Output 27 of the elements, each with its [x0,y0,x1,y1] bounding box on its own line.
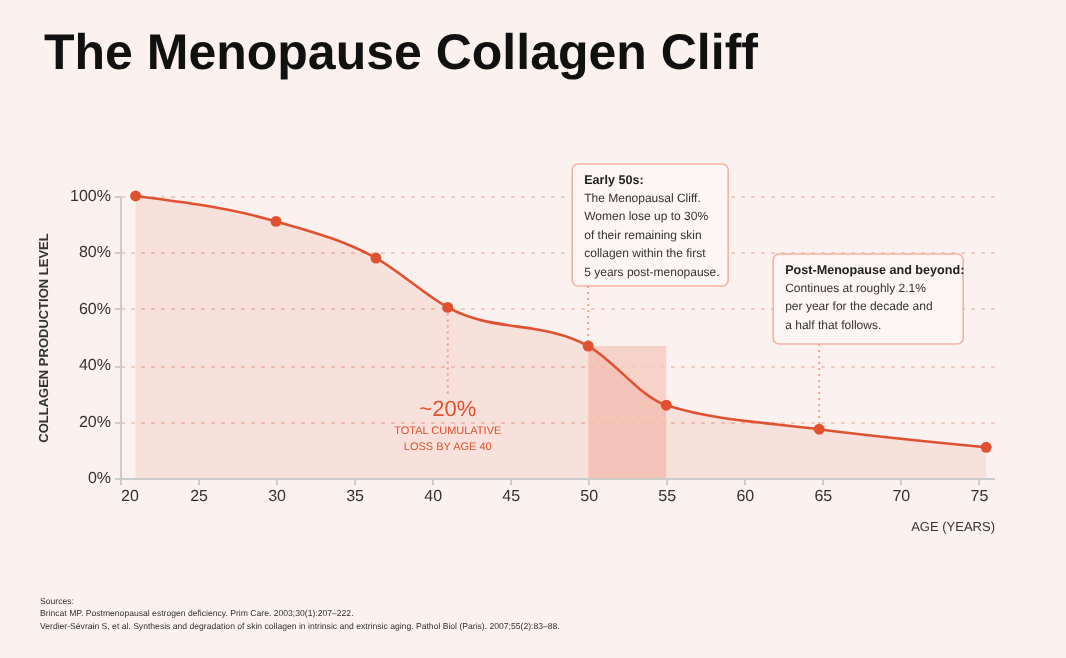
x-tick-label: 20 [121,487,140,505]
point [813,423,825,435]
point [442,301,454,313]
point [582,340,594,352]
x-tick-label: 30 [268,487,288,505]
y-tick-label: 40% [78,356,111,375]
x-tick-label: 70 [892,487,912,505]
chart-title: The Menopause Collagen Cliff [44,25,760,82]
point [130,190,142,202]
y-tick-label: 80% [78,243,111,262]
y-tick-label: 100% [70,187,111,205]
y-tick-label: 0% [87,469,111,487]
x-tick-label: 75 [970,487,990,505]
x-tick-label: 40 [424,487,444,505]
y-tick-label: 60% [78,299,111,318]
x-tick-label: 45 [502,487,522,505]
x-tick-label: 50 [580,487,600,505]
x-tick-label: 35 [346,487,366,505]
x-tick-label: 60 [736,487,756,505]
x-tick-label: 55 [658,487,678,505]
point [980,441,992,453]
x-tick-label: 25 [190,487,210,505]
point [660,399,672,411]
point [270,215,282,227]
y-tick-label: 20% [78,412,111,431]
point [370,252,382,264]
x-tick-label: 65 [814,487,834,505]
